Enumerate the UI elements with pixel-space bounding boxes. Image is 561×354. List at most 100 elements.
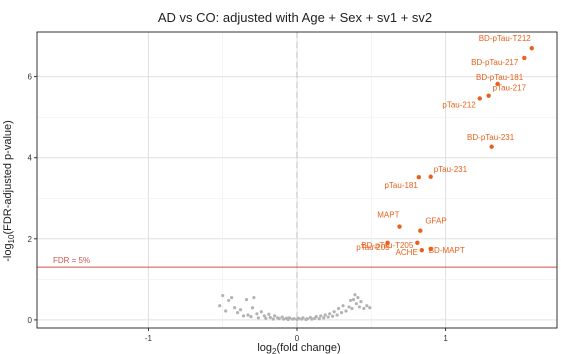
- nonsignificant-point: [273, 314, 277, 318]
- nonsignificant-point: [224, 309, 228, 313]
- nonsignificant-point: [235, 310, 240, 315]
- nonsignificant-point: [322, 316, 326, 320]
- nonsignificant-point: [351, 298, 356, 302]
- x-tick-label: -1: [145, 334, 153, 343]
- nonsignificant-point: [314, 315, 318, 319]
- nonsignificant-point: [323, 313, 327, 317]
- y-tick-label: 2: [28, 235, 33, 244]
- nonsignificant-point: [221, 293, 225, 298]
- nonsignificant-point: [218, 304, 222, 308]
- nonsignificant-point: [348, 298, 353, 303]
- point-label: pTau-212: [442, 100, 476, 109]
- point-label: GFAP: [425, 217, 446, 226]
- nonsignificant-point: [357, 305, 361, 309]
- point-label: pTau-231: [434, 165, 468, 174]
- significant-point: [522, 55, 527, 61]
- x-axis-ticks: -1 0 1: [145, 328, 448, 343]
- nonsignificant-point: [267, 312, 271, 316]
- point-label: pTau-217: [493, 84, 527, 93]
- nonsignificant-point: [296, 316, 301, 320]
- significant-point: [418, 228, 423, 233]
- significant-point: [428, 246, 433, 252]
- nonsignificant-point: [271, 317, 275, 321]
- nonsignificant-point: [335, 313, 339, 317]
- significant-point: [415, 240, 420, 246]
- nonsignificant-point: [359, 300, 363, 304]
- nonsignificant-point: [353, 293, 357, 297]
- nonsignificant-point: [238, 308, 243, 312]
- nonsignificant-point: [339, 310, 344, 315]
- nonsignificant-point: [250, 306, 255, 310]
- nonsignificant-point: [328, 312, 332, 316]
- significant-point: [397, 224, 402, 229]
- point-label: BD-pTau-231: [467, 133, 515, 142]
- nonsignificant-point: [337, 306, 341, 311]
- nonsignificant-point: [264, 316, 268, 320]
- nonsignificant-point: [230, 295, 234, 300]
- y-axis-title: -log10(FDR-adjusted p-value): [2, 120, 16, 262]
- point-label: BD-MAPT: [429, 246, 465, 255]
- significant-point: [477, 96, 482, 101]
- chart-title: AD vs CO: adjusted with Age + Sex + sv1 …: [158, 10, 432, 25]
- point-label: BD-pTau-T205: [361, 241, 414, 250]
- significant-point: [416, 174, 422, 180]
- nonsignificant-point: [344, 309, 348, 313]
- point-label: pTau-181: [384, 181, 418, 190]
- nonsignificant-point: [365, 304, 369, 308]
- nonsignificant-point: [319, 314, 323, 318]
- significant-point: [385, 240, 390, 246]
- nonsignificant-point: [244, 298, 249, 302]
- plot-panel: FDR = 5% BD-pTau-T212 BD-pTau-217 BD-pTau-1…: [36, 31, 558, 329]
- point-label: ACHE: [396, 248, 418, 257]
- fdr-threshold-label: FDR = 5%: [53, 256, 90, 265]
- point-label: BD-pTau-T212: [479, 34, 532, 43]
- significant-point: [428, 174, 433, 179]
- nonsignificant-point: [241, 314, 246, 318]
- nonsignificant-point: [332, 310, 336, 314]
- significant-point: [486, 93, 491, 98]
- nonsignificant-point: [259, 310, 263, 314]
- nonsignificant-point: [233, 306, 237, 310]
- nonsignificant-point: [256, 316, 260, 320]
- nonsignificant-point: [317, 317, 321, 321]
- point-label: BD-pTau-181: [476, 73, 524, 82]
- nonsignificant-point: [331, 314, 335, 318]
- y-tick-label: 6: [28, 73, 33, 82]
- nonsignificant-point: [246, 313, 250, 317]
- nonsignificant-point: [255, 312, 259, 316]
- nonsignificant-point: [341, 304, 345, 308]
- significant-point: [419, 247, 424, 253]
- significant-point: [489, 144, 494, 149]
- nonsignificant-point: [249, 315, 253, 319]
- nonsignificant-point: [356, 295, 360, 300]
- point-label: BD-pTau-217: [471, 58, 519, 67]
- nonsignificant-point: [305, 317, 309, 321]
- nonsignificant-point: [326, 315, 330, 319]
- nonsignificant-point: [350, 306, 354, 311]
- nonsignificant-point: [252, 295, 256, 300]
- y-tick-label: 4: [28, 154, 33, 163]
- significant-point: [495, 81, 500, 87]
- nonsignificant-point: [310, 317, 314, 321]
- nonsignificant-point: [354, 302, 359, 306]
- nonsignificant-point: [301, 316, 305, 320]
- nonsignificant-point: [292, 317, 296, 321]
- point-label: MAPT: [377, 211, 399, 220]
- nonsignificant-point: [268, 315, 272, 320]
- nonsignificant-point: [227, 298, 231, 303]
- x-tick-label: 1: [443, 334, 448, 343]
- nonsignificant-point: [282, 317, 286, 321]
- nonsignificant-point: [362, 306, 366, 311]
- x-tick-label: 0: [295, 334, 300, 343]
- nonsignificant-point: [287, 316, 292, 320]
- y-tick-label: 0: [28, 316, 33, 325]
- significant-point: [529, 46, 534, 51]
- nonsignificant-point: [368, 306, 372, 310]
- nonsignificant-point: [347, 305, 351, 309]
- nonsignificant-point: [262, 314, 266, 318]
- point-label: pTau-205: [356, 243, 390, 252]
- x-axis-title: log2(fold change): [257, 342, 340, 354]
- y-axis-ticks: 0 2 4 6: [28, 73, 37, 325]
- nonsignificant-point: [277, 317, 281, 321]
